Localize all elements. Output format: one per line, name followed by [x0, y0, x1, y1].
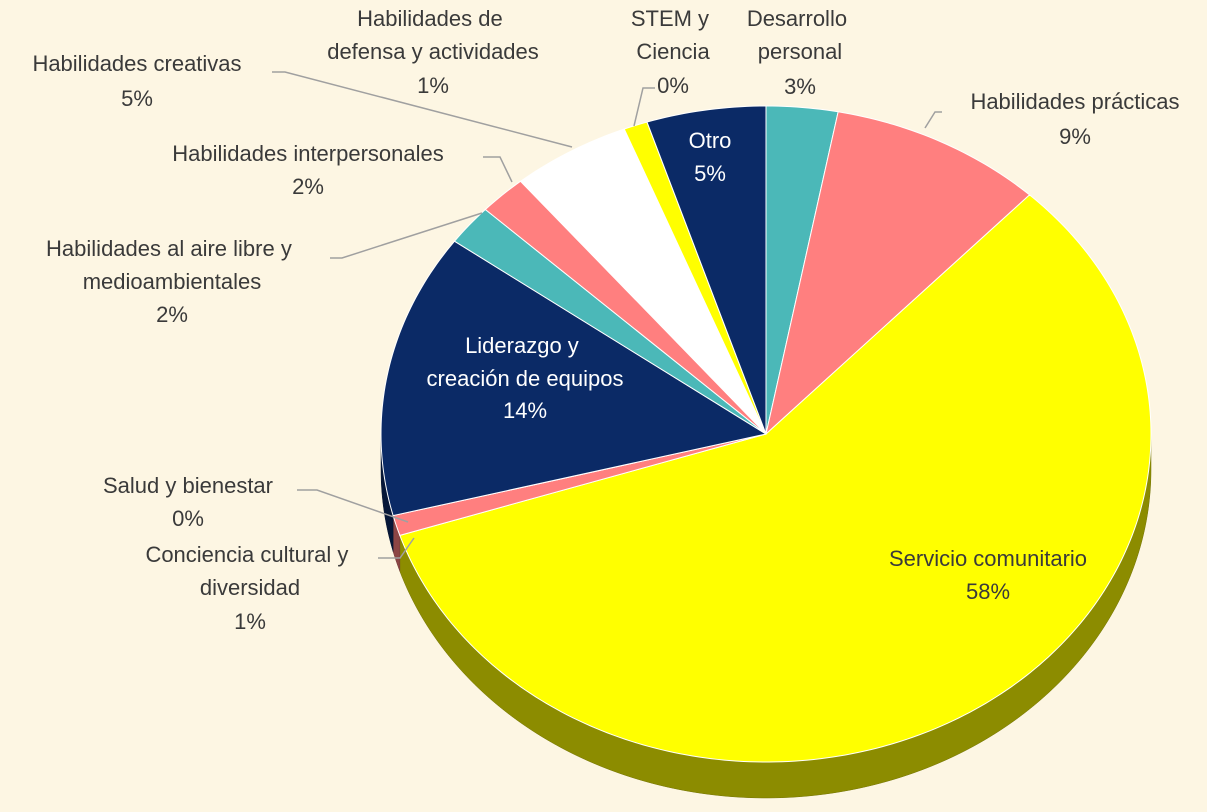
leader-line: [272, 71, 573, 148]
slice: [519, 128, 767, 435]
value-label: 58%: [966, 579, 1010, 604]
value-label: 1%: [417, 73, 449, 98]
value-label: 0%: [172, 506, 204, 531]
value-label: 2%: [156, 302, 188, 327]
slice-label: Conciencia cultural y diversidad: [145, 542, 354, 600]
slice-label: Salud y bienestar: [103, 473, 273, 498]
slice-label: Servicio comunitario: [889, 546, 1087, 571]
slice: [453, 208, 767, 435]
value-label: 3%: [784, 74, 816, 99]
slice-label: Habilidades de defensa y actividades: [327, 6, 539, 64]
leader-line: [633, 87, 655, 127]
slice: [765, 111, 1031, 436]
leader-line: [924, 111, 942, 129]
leader-line: [378, 537, 415, 559]
value-label: 0%: [657, 73, 689, 98]
leader-line: [483, 156, 513, 183]
value-label: 1%: [234, 609, 266, 634]
slice-label: Liderazgo y creación de equipos: [427, 333, 624, 391]
slice: [399, 194, 1152, 763]
value-label: 14%: [503, 398, 547, 423]
slice-label: STEM y Ciencia: [631, 6, 715, 64]
slice-label: Habilidades prácticas: [970, 89, 1179, 114]
slice-label: Habilidades al aire libre y medioambient…: [46, 236, 298, 294]
leader-line: [297, 489, 409, 523]
value-label: 9%: [1059, 124, 1091, 149]
value-label: 2%: [292, 174, 324, 199]
slice-label: Otro: [689, 128, 732, 153]
slice: [646, 105, 767, 435]
slice-label: Habilidades interpersonales: [172, 141, 444, 166]
slice: [380, 240, 768, 517]
slice-label: Habilidades creativas: [32, 51, 241, 76]
value-label: 5%: [694, 161, 726, 186]
value-label: 5%: [121, 86, 153, 111]
leader-line: [330, 212, 483, 259]
slice-label: Desarrollo personal: [747, 6, 853, 64]
slice: [484, 180, 767, 435]
